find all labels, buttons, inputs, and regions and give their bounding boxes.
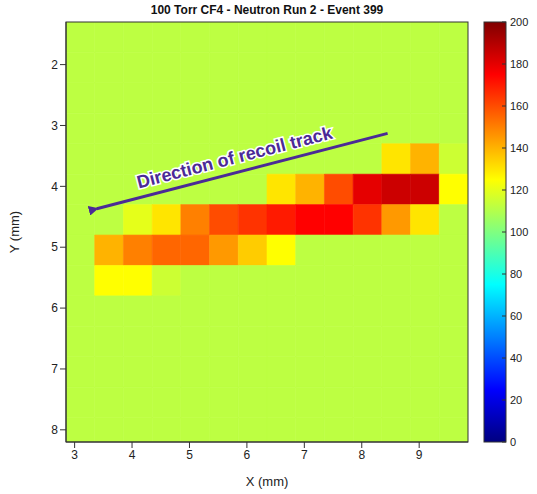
svg-text:200: 200 — [510, 16, 528, 28]
svg-text:0: 0 — [510, 436, 516, 448]
svg-text:5: 5 — [51, 240, 58, 254]
svg-text:Y (mm): Y (mm) — [7, 211, 22, 253]
svg-text:4: 4 — [129, 448, 136, 462]
svg-text:2: 2 — [51, 58, 58, 72]
svg-text:3: 3 — [51, 119, 58, 133]
svg-text:140: 140 — [510, 142, 528, 154]
svg-text:8: 8 — [358, 448, 365, 462]
html-text:100 Torr CF4 - Neutron Run 2 -: 100 Torr CF4 - Neutron Run 2 - Event 399 — [150, 3, 384, 17]
svg-text:4: 4 — [51, 180, 58, 194]
svg-text:Direction of recoil track: Direction of recoil track — [135, 122, 336, 192]
svg-text:9: 9 — [416, 448, 423, 462]
svg-text:6: 6 — [51, 301, 58, 315]
svg-text:60: 60 — [510, 310, 522, 322]
svg-text:3: 3 — [71, 448, 78, 462]
svg-text:7: 7 — [301, 448, 308, 462]
svg-text:8: 8 — [51, 423, 58, 437]
svg-text:100: 100 — [510, 226, 528, 238]
svg-text:80: 80 — [510, 268, 522, 280]
svg-text:120: 120 — [510, 184, 528, 196]
svg-text:5: 5 — [186, 448, 193, 462]
svg-text:X (mm): X (mm) — [246, 474, 289, 489]
svg-text:180: 180 — [510, 58, 528, 70]
svg-text:40: 40 — [510, 352, 522, 364]
svg-text:160: 160 — [510, 100, 528, 112]
svg-text:20: 20 — [510, 394, 522, 406]
svg-text:6: 6 — [244, 448, 251, 462]
svg-text:7: 7 — [51, 362, 58, 376]
